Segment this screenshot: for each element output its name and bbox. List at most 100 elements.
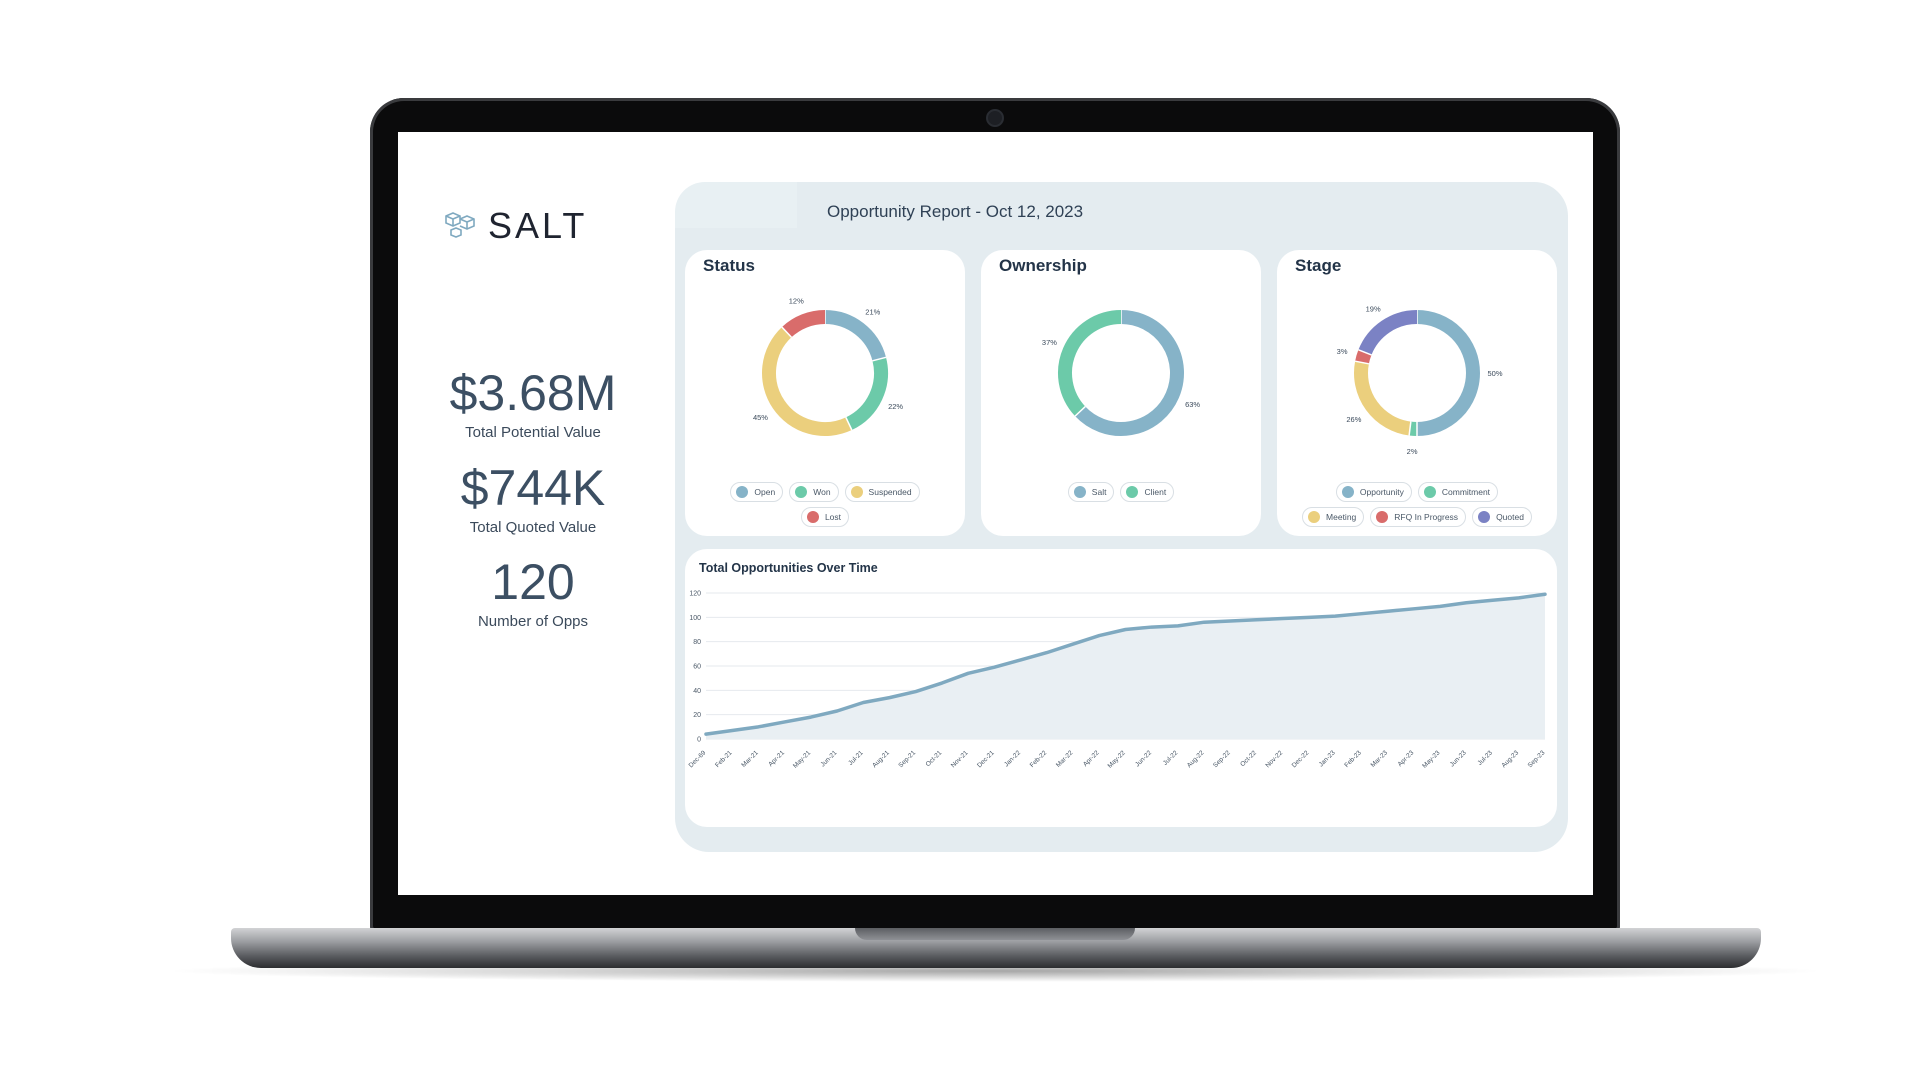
donut-slice-won[interactable] [845,357,888,431]
cubes-icon [445,212,475,238]
legend-client[interactable]: Client [1120,482,1175,502]
y-tick-label: 40 [693,688,701,695]
y-tick-label: 20 [693,712,701,719]
legend-label: Quoted [1496,512,1524,522]
legend-open[interactable]: Open [730,482,784,502]
donut-slice-quoted[interactable] [1358,310,1418,356]
legend-lost[interactable]: Lost [800,507,850,527]
slice-label: 3% [1337,347,1348,356]
donut-slice-opportunity[interactable] [1416,310,1480,436]
report-title: Opportunity Report - Oct 12, 2023 [827,202,1084,221]
donut-slice-suspended[interactable] [762,327,852,436]
opportunities-area-chart: 0 20 40 60 80 100 120 Dec-69 Feb-21 Mar-21 Apr-21 M… [688,591,1547,770]
x-tick-label: Aug-21 [871,749,891,769]
x-tick-label: Nov-22 [1264,749,1284,769]
x-tick-label: May-23 [1421,749,1442,770]
legend-quoted[interactable]: Quoted [1472,507,1532,527]
ownership-chart-card: Ownership 63% 37% Salt Client [981,250,1261,536]
legend-dot [1126,486,1139,498]
x-tick-label: Jan-22 [1003,749,1022,768]
x-tick-label: Jun-23 [1449,749,1468,768]
x-tick-label: Dec-22 [1291,749,1311,769]
donut-slice-meeting[interactable] [1354,361,1412,436]
legend-dot [1478,511,1491,523]
donut-slice-lost[interactable] [781,310,826,338]
slice-label: 2% [1407,447,1418,456]
x-tick-label: May-22 [1107,749,1128,770]
kpi-label: Number of Opps [477,613,589,630]
kpi-number-of-opps: 120 Number of Opps [398,557,668,630]
legend-dot [806,511,819,523]
kpi-total-potential-value: $3.68M Total Potential Value [398,368,668,441]
legend-dot [1376,511,1389,523]
x-tick-label: Mar-22 [1055,749,1075,769]
slice-separator [781,326,793,338]
legend-suspended[interactable]: Suspended [844,482,920,502]
legend-label: RFQ In Progress [1394,512,1459,522]
line-chart-title: Total Opportunities Over Time [699,561,878,575]
donut-slice-rfq-in-progress[interactable] [1355,349,1372,364]
kpi-total-quoted-value: $744K Total Quoted Value [398,463,668,536]
stage-donut-chart: 50% 2% 26% 3% 19% [1337,304,1503,456]
donut-slice-client[interactable] [1058,310,1122,417]
legend-meeting[interactable]: Meeting [1302,507,1365,527]
camera-icon [986,109,1004,127]
legend-label: Won [813,487,831,497]
legend-label: Client [1144,487,1167,497]
legend-opportunity[interactable]: Opportunity [1335,482,1412,502]
x-tick-label: Feb-22 [1029,749,1049,769]
x-tick-label: Aug-23 [1500,749,1520,769]
ownership-donut-chart: 63% 37% [1042,310,1200,436]
x-tick-label: Dec-69 [688,749,708,769]
legend-label: Salt [1091,487,1107,497]
status-chart-card: Status 21% 22% 45% 12% Open Won Suspended L… [685,250,965,536]
x-tick-label: Oct-21 [925,749,944,768]
legend-label: Commitment [1441,487,1491,497]
dashboard-panel: Opportunity Report - Oct 12, 2023 Status… [675,182,1568,852]
legend-dot [1423,486,1436,498]
legend-commitment[interactable]: Commitment [1417,482,1499,502]
slice-separator [1354,360,1370,365]
x-tick-label: Dec-21 [976,749,996,769]
legend-salt[interactable]: Salt [1067,482,1115,502]
x-tick-label: Apr-23 [1397,749,1416,768]
legend-label: Lost [824,512,842,522]
kpi-label: Total Quoted Value [469,519,597,536]
x-tick-label: Apr-21 [767,749,786,768]
x-tick-label: Feb-23 [1343,749,1363,769]
stage-chart-card: Stage 50% 2% 26% 3% 19% Opportunity Commitme… [1277,250,1557,536]
legend-dot [1341,486,1354,498]
series-line[interactable] [704,592,1547,736]
legend-won[interactable]: Won [789,482,839,502]
legend-dot [736,486,749,498]
x-tick-label: Apr-22 [1082,749,1101,768]
donut-slice-open[interactable] [824,310,887,362]
x-tick-label: Mar-23 [1370,749,1390,769]
y-tick-label: 100 [689,615,701,622]
legend-rfq-in-progress[interactable]: RFQ In Progress [1370,507,1467,527]
x-tick-label: Aug-22 [1186,749,1206,769]
legend-dot [850,486,863,498]
kpi-value: 120 [491,554,575,610]
area-fill [706,594,1545,739]
panel-corner [675,182,797,228]
x-tick-label: Oct-22 [1239,749,1258,768]
laptop-screen: SALT $3.68M Total Potential Value $744K … [398,132,1593,895]
slice-separator [845,417,853,431]
legend-dot [795,486,808,498]
brand-logo: SALT [442,205,587,247]
slice-label: 21% [865,307,880,316]
slice-label: 12% [789,296,804,305]
donut-slice-salt[interactable] [1075,310,1184,436]
kpi-value: $3.68M [449,365,617,421]
slice-label: 26% [1346,415,1361,424]
slice-label: 22% [888,402,903,411]
x-tick-label: Feb-21 [714,749,734,769]
slice-separator [1408,421,1412,436]
y-tick-label: 80 [693,639,701,646]
x-tick-label: Jul-23 [1476,749,1494,767]
x-tick-label: Jul-22 [1162,749,1180,767]
kpi-label: Total Potential Value [465,424,601,441]
legend-label: Meeting [1326,512,1357,522]
legend-dot [1308,511,1321,523]
